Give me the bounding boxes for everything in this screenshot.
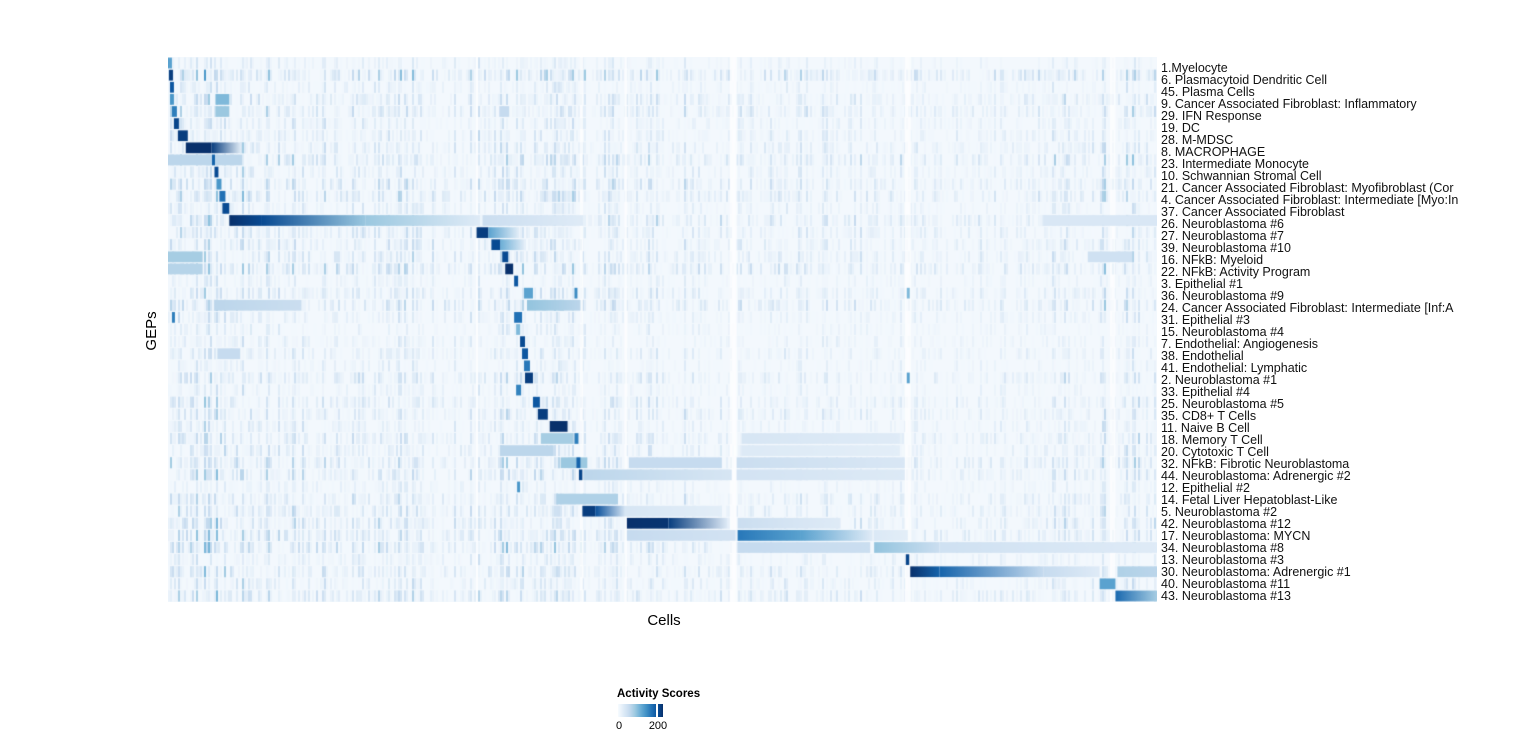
- row-label: 29. IFN Response: [1161, 109, 1262, 123]
- y-axis-title: GEPs: [143, 311, 160, 351]
- row-label: 16. NFkB: Myeloid: [1161, 253, 1264, 267]
- legend-title: Activity Scores: [617, 688, 701, 700]
- row-label: 9. Cancer Associated Fibroblast: Inflamm…: [1161, 97, 1417, 111]
- row-label: 43. Neuroblastoma #13: [1161, 589, 1291, 603]
- row-label: 41. Endothelial: Lymphatic: [1161, 361, 1308, 375]
- row-label: 31. Epithelial #3: [1161, 313, 1250, 327]
- row-label: 30. Neuroblastoma: Adrenergic #1: [1161, 565, 1351, 579]
- row-label: 28. M-MDSC: [1161, 133, 1234, 147]
- legend-tick-mark: [656, 704, 659, 717]
- row-label: 15. Neuroblastoma #4: [1161, 325, 1284, 339]
- row-label: 12. Epithelial #2: [1161, 481, 1250, 495]
- row-label: 32. NFkB: Fibrotic Neuroblastoma: [1161, 457, 1350, 471]
- row-label: 21. Cancer Associated Fibroblast: Myofib…: [1161, 181, 1454, 195]
- row-label: 17. Neuroblastoma: MYCN: [1161, 529, 1311, 543]
- row-label: 22. NFkB: Activity Program: [1161, 265, 1311, 279]
- row-label: 35. CD8+ T Cells: [1161, 409, 1257, 423]
- row-label: 11. Naive B Cell: [1161, 421, 1250, 435]
- row-label: 5. Neuroblastoma #2: [1161, 505, 1278, 519]
- row-label: 19. DC: [1161, 121, 1200, 135]
- row-label: 36. Neuroblastoma #9: [1161, 289, 1284, 303]
- row-label: 4. Cancer Associated Fibroblast: Interme…: [1161, 193, 1459, 207]
- row-label: 33. Epithelial #4: [1161, 385, 1250, 399]
- legend-colorbar: [618, 704, 663, 717]
- row-label: 27. Neuroblastoma #7: [1161, 229, 1284, 243]
- row-label: 2. Neuroblastoma #1: [1161, 373, 1278, 387]
- row-label: 39. Neuroblastoma #10: [1161, 241, 1291, 255]
- row-label: 7. Endothelial: Angiogenesis: [1161, 337, 1319, 351]
- row-label: 20. Cytotoxic T Cell: [1161, 445, 1269, 459]
- row-label: 42. Neuroblastoma #12: [1161, 517, 1291, 531]
- row-labels: 1.Myelocyte 6. Plasmacytoid Dendritic Cel…: [1161, 57, 1540, 617]
- x-axis-title: Cells: [647, 612, 681, 629]
- row-label: 18. Memory T Cell: [1161, 433, 1263, 447]
- row-label: 44. Neuroblastoma: Adrenergic #2: [1161, 469, 1351, 483]
- row-label: 26. Neuroblastoma #6: [1161, 217, 1284, 231]
- row-label: 10. Schwannian Stromal Cell: [1161, 169, 1322, 183]
- row-label: 38. Endothelial: [1161, 349, 1244, 363]
- legend-tick-label-200: 200: [648, 720, 668, 732]
- row-label: 8. MACROPHAGE: [1161, 145, 1266, 159]
- legend-tick-label-0: 0: [615, 720, 623, 732]
- row-label: 34. Neuroblastoma #8: [1161, 541, 1284, 555]
- heatmap-canvas: [168, 57, 1157, 602]
- row-label: 6. Plasmacytoid Dendritic Cell: [1161, 73, 1328, 87]
- row-label: 1.Myelocyte: [1161, 61, 1228, 75]
- row-label: 14. Fetal Liver Hepatoblast-Like: [1161, 493, 1338, 507]
- row-label: 25. Neuroblastoma #5: [1161, 397, 1284, 411]
- row-label: 45. Plasma Cells: [1161, 85, 1255, 99]
- row-label: 40. Neuroblastoma #11: [1161, 577, 1291, 591]
- row-label: 37. Cancer Associated Fibroblast: [1161, 205, 1345, 219]
- row-label: 13. Neuroblastoma #3: [1161, 553, 1284, 567]
- row-label: 24. Cancer Associated Fibroblast: Interm…: [1161, 301, 1454, 315]
- row-label: 3. Epithelial #1: [1161, 277, 1244, 291]
- row-label: 23. Intermediate Monocyte: [1161, 157, 1309, 171]
